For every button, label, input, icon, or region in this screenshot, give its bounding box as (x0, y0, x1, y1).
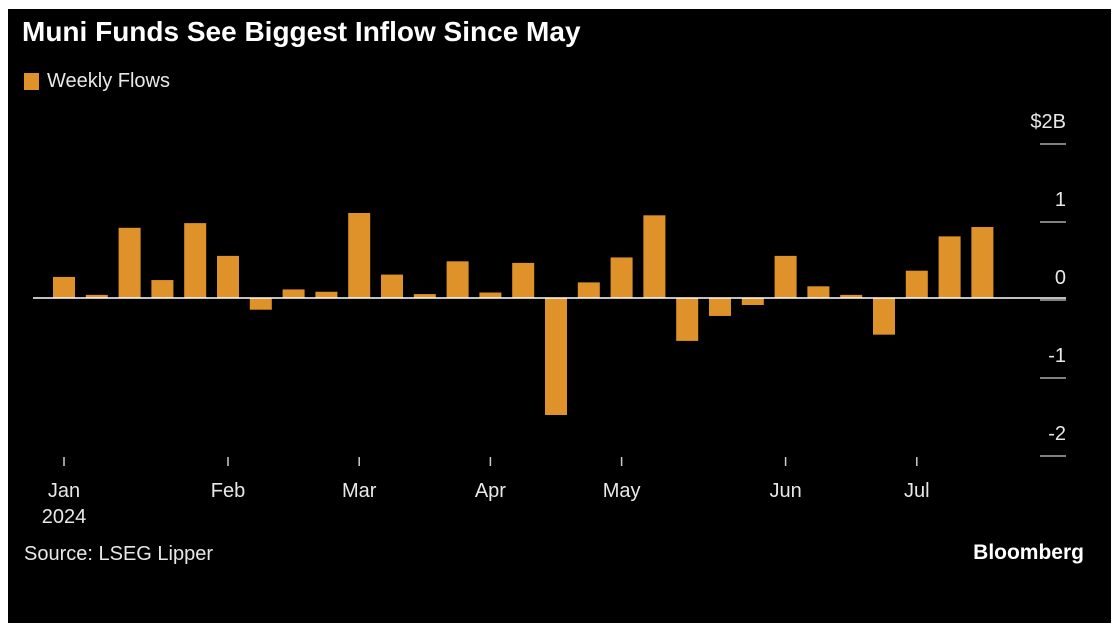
bar (873, 298, 895, 335)
x-tick-label: Mar (342, 480, 377, 502)
x-tick-label: Jul (904, 480, 930, 502)
bar (184, 223, 207, 298)
y-tick-label: -2 (1048, 423, 1066, 445)
bar (151, 280, 174, 298)
bar (938, 236, 961, 298)
x-tick-label: Apr (475, 480, 506, 502)
legend-label: Weekly Flows (47, 70, 170, 92)
bar (905, 270, 928, 298)
bar (512, 262, 535, 298)
bar (545, 298, 567, 415)
bloomberg-logo: Bloomberg (973, 541, 1084, 564)
bar (315, 291, 338, 298)
x-tick-label: Feb (211, 480, 245, 502)
bar (577, 282, 600, 298)
bar (774, 255, 797, 298)
bar (413, 294, 436, 298)
bar (807, 286, 830, 298)
chart-title: Muni Funds See Biggest Inflow Since May (22, 16, 581, 47)
bar (118, 227, 141, 298)
y-tick-label: $2B (1030, 111, 1066, 133)
bar (610, 257, 633, 298)
x-tick-label: Jan (48, 480, 80, 502)
bar (85, 294, 108, 298)
x-tick-sublabel: 2024 (42, 506, 87, 528)
y-tick-label: -1 (1048, 345, 1066, 367)
bar (282, 289, 305, 298)
y-tick-label: 0 (1055, 267, 1066, 289)
x-tick-label: Jun (769, 480, 801, 502)
bar (53, 276, 75, 298)
bar (643, 215, 666, 298)
bar (741, 298, 764, 306)
bar (217, 255, 239, 298)
bar (446, 261, 469, 298)
legend-swatch (24, 73, 39, 90)
source-note: Source: LSEG Lipper (24, 543, 213, 565)
bar (840, 294, 863, 298)
x-tick-label: May (603, 480, 641, 502)
bar (381, 274, 403, 298)
y-tick-label: 1 (1055, 189, 1066, 211)
bar (676, 298, 699, 341)
legend: Weekly Flows (24, 70, 170, 93)
bar (249, 298, 272, 310)
bar (709, 298, 731, 316)
bar (348, 212, 371, 298)
bar (479, 292, 502, 298)
bar (971, 227, 994, 298)
